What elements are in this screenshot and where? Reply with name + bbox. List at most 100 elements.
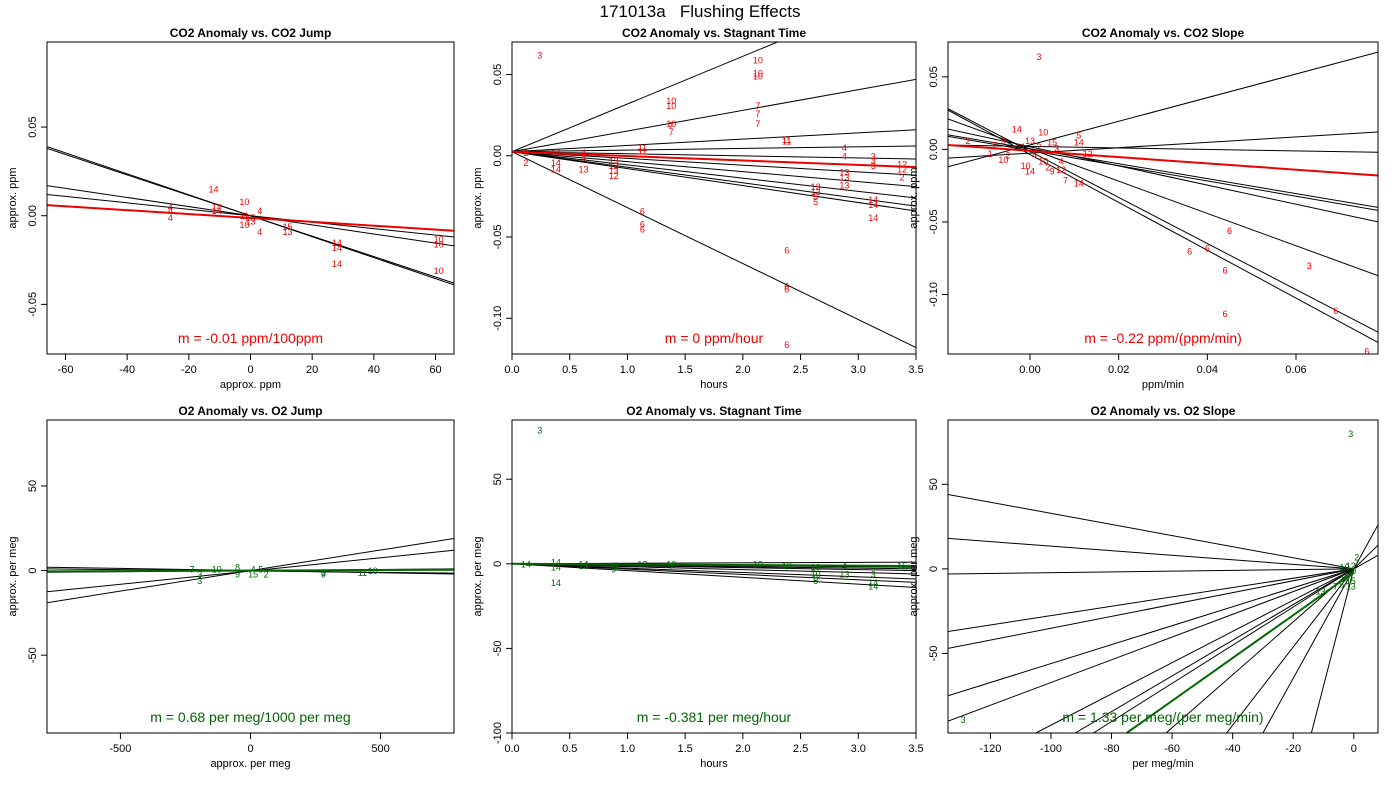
panel-title: O2 Anomaly vs. O2 Jump (178, 404, 322, 418)
x-tick-label: 0.0 (504, 364, 519, 376)
x-tick-label: 40 (368, 364, 380, 376)
y-tick-label: 0.00 (27, 205, 39, 226)
regression-line (1226, 568, 1355, 733)
point-label: 7 (669, 120, 674, 130)
regression-line (512, 151, 916, 160)
point-label: 5 (813, 197, 818, 207)
regression-line (1093, 568, 1355, 733)
y-tick-label: -0.10 (928, 282, 940, 307)
x-tick-label: 0.06 (1285, 364, 1306, 376)
point-label: 14 (208, 185, 218, 195)
point-label: 7 (992, 141, 997, 151)
point-label: 6 (784, 340, 789, 350)
point-label: 5 (1339, 580, 1344, 590)
y-tick-label: 0 (928, 566, 940, 572)
fit-line (1126, 571, 1355, 733)
x-tick-label: -80 (1104, 743, 1120, 755)
point-label: 10 (753, 72, 763, 82)
plot-frame (46, 41, 455, 355)
point-label: 15 (1047, 138, 1057, 148)
point-label: 14 (551, 158, 561, 168)
point-label: 9 (321, 569, 326, 579)
point-label: 11 (240, 211, 249, 221)
regression-line (1165, 568, 1355, 733)
point-label: 3 (537, 426, 542, 436)
y-tick-label: -50 (492, 640, 504, 656)
point-label: 10 (212, 564, 222, 574)
regression-line (1353, 544, 1378, 570)
point-label: 7 (669, 127, 674, 137)
point-label: 14 (1025, 167, 1035, 177)
point-label: 2 (523, 158, 528, 168)
regression-line (948, 51, 1378, 168)
point-label: 4 (168, 202, 173, 212)
slope-annotation: m = 1.33 per meg/(per meg/min) (1062, 709, 1263, 725)
point-label: 14 (551, 558, 561, 568)
panel-title: O2 Anomaly vs. Stagnant Time (626, 404, 802, 418)
point-label: 15 (1346, 576, 1356, 586)
point-label: 3 (871, 569, 876, 579)
regression-line (948, 537, 1354, 570)
y-tick-label: -0.05 (27, 292, 39, 317)
panel-title: CO2 Anomaly vs. CO2 Jump (170, 26, 332, 40)
point-label: 15 (248, 569, 258, 579)
fit-line (512, 562, 916, 568)
point-label: 13 (839, 181, 849, 191)
panel-co2-jump: CO2 Anomaly vs. CO2 Jump1410444141411151… (7, 26, 455, 391)
point-label: 14 (1074, 138, 1084, 148)
y-axis-label: approx. ppm (7, 167, 19, 228)
regression-line (512, 151, 916, 199)
point-label: 4 (1059, 156, 1064, 166)
regression-line (948, 568, 1354, 649)
point-label: 10 (666, 119, 676, 129)
point-label: 10 (998, 155, 1008, 165)
regression-line (948, 568, 1354, 722)
point-label: 4 (842, 151, 847, 161)
regression-line (512, 42, 778, 153)
point-label: 13 (609, 156, 619, 166)
x-tick-label: 3.0 (851, 743, 866, 755)
x-tick-label: -120 (979, 743, 1001, 755)
panel-title: O2 Anomaly vs. O2 Slope (1091, 404, 1236, 418)
y-tick-label: -50 (27, 647, 39, 663)
x-tick-label: 3.5 (908, 743, 923, 755)
y-tick-label: 0.00 (492, 145, 504, 166)
slope-annotation: m = 0 ppm/hour (665, 330, 764, 346)
point-label: 1 (988, 149, 993, 159)
point-label: 14 (579, 559, 589, 569)
point-label: 12 (1056, 165, 1066, 175)
point-label: 13 (839, 569, 849, 579)
point-label: 10 (753, 55, 763, 65)
plot-frame (947, 419, 1379, 734)
x-tick-label: -40 (1225, 743, 1241, 755)
point-label: 6 (784, 285, 789, 295)
y-tick-label: 0.05 (27, 116, 39, 137)
point-label: 4 (581, 153, 586, 163)
point-label: 13 (282, 227, 292, 237)
point-label: 10 (239, 220, 249, 230)
point-label: 6 (1227, 226, 1232, 236)
point-label: 14 (551, 148, 561, 158)
x-tick-label: 0.5 (562, 743, 577, 755)
point-label: 3 (321, 568, 326, 578)
x-tick-label: 0.0 (504, 743, 519, 755)
point-label: 13 (811, 187, 821, 197)
point-label: 2 (1005, 151, 1010, 161)
x-tick-label: -60 (1164, 743, 1180, 755)
point-label: 14 (1012, 125, 1022, 135)
regression-line (948, 568, 1354, 697)
slope-annotation: m = -0.22 ppm/(ppm/min) (1084, 330, 1242, 346)
point-label: 6 (1223, 309, 1228, 319)
point-label: 13 (839, 168, 849, 178)
point-label: 4 (168, 213, 173, 223)
point-label: 6 (1223, 265, 1228, 275)
fit-line (47, 568, 454, 573)
regression-line (948, 568, 1354, 575)
regression-line (47, 193, 454, 238)
point-label: 10 (1340, 563, 1350, 573)
point-label: 6 (1333, 306, 1338, 316)
